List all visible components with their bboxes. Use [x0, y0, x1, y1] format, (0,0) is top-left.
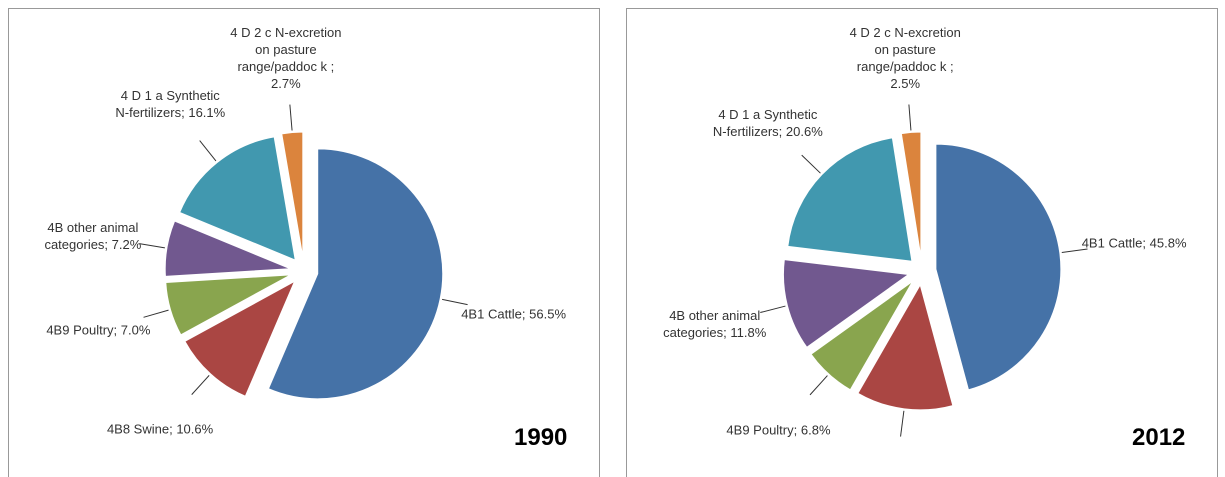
leader-line [1061, 248, 1088, 253]
data-label: 4 D 1 a Synthetic N-fertilizers; 16.1% [114, 87, 226, 121]
pie-slice [810, 280, 914, 391]
value-label: 2.7% [271, 75, 301, 91]
value-label: 45.8% [1149, 235, 1187, 251]
category-label: 4B8 Swine; [106, 421, 173, 437]
category-label: 4 D 1 a Synthetic N-fertilizers; [712, 106, 818, 139]
data-label: 4B9 Poultry; 6.8% [722, 421, 834, 438]
value-label: 20.6% [785, 123, 823, 139]
pie-slice [184, 280, 296, 397]
category-label: 4B9 Poultry; [726, 422, 798, 438]
pie-slice [281, 131, 304, 258]
value-label: 16.1% [188, 104, 226, 120]
pie-slice [164, 220, 291, 277]
data-label: 4B9 Poultry; 7.0% [42, 322, 154, 339]
value-label: 56.5% [529, 306, 567, 322]
data-label: 4 D 2 c N-excretion on pasture range/pad… [230, 24, 342, 92]
value-label: 7.2% [111, 236, 142, 252]
value-label: 7.0% [120, 322, 151, 338]
value-label: 10.6% [176, 421, 214, 437]
pie-slice [267, 148, 444, 400]
pie-slice [857, 283, 954, 411]
pie-slice [782, 259, 910, 349]
pie-slice [179, 136, 296, 261]
value-label: 11.8% [730, 325, 767, 341]
data-label: 4B8 Swine; 10.6% [104, 421, 216, 438]
leader-line [289, 104, 293, 131]
category-label: 4B1 Cattle; [461, 306, 526, 322]
leader-line [143, 309, 169, 318]
leader-line [908, 104, 912, 131]
category-label: 4 D 2 c N-excretion on pasture range/pad… [230, 24, 342, 74]
data-label: 4B8 Swine; 12.5% [839, 475, 951, 477]
chart-title: 1990 [514, 424, 568, 451]
leader-line [139, 243, 165, 249]
value-label: 2.5% [890, 75, 921, 91]
category-label: 4B other animal categories; [663, 308, 761, 341]
category-label: 4 D 2 c N-excretion on pasture range/pad… [849, 24, 961, 74]
value-label: 12.5% [911, 476, 948, 477]
leader-line [801, 154, 821, 174]
data-label: 4B1 Cattle; 45.8% [1078, 234, 1190, 251]
category-label: 4B other animal categories; [44, 219, 139, 252]
category-label: 4B1 Cattle; [1081, 235, 1147, 251]
data-label: 4B1 Cattle; 56.5% [458, 306, 570, 323]
leader-line [809, 375, 828, 396]
category-label: 4 D 1 a Synthetic N-fertilizers; [115, 87, 220, 120]
pie-slice [935, 143, 1062, 391]
chart-title: 2012 [1132, 424, 1186, 451]
data-label: 4 D 1 a Synthetic N-fertilizers; 20.6% [712, 106, 824, 140]
chart-panel: 2012 4B1 Cattle; 45.8%4B8 Swine; 12.5%4B… [626, 8, 1218, 477]
pie-chart [139, 104, 468, 400]
leader-line [900, 410, 905, 437]
pie-chart [760, 104, 1088, 437]
leader-line [442, 298, 468, 306]
leader-line [760, 305, 786, 314]
data-label: 4B other animal categories; 11.8% [659, 307, 771, 341]
pie-slice [900, 131, 922, 258]
leader-line [199, 140, 217, 162]
category-label: 4B9 Poultry; [46, 322, 118, 338]
leader-line [191, 375, 210, 395]
data-label: 4 D 2 c N-excretion on pasture range/pad… [849, 24, 961, 92]
pie-slice [165, 274, 291, 336]
chart-panel: 1990 4B1 Cattle; 56.5% 4B8 Swine; 10.6% 4B… [8, 8, 600, 477]
category-label: 4B8 Swine; [841, 476, 907, 477]
data-label: 4B other animal categories; 7.2% [37, 219, 149, 253]
pie-slice [787, 137, 913, 262]
value-label: 6.8% [800, 422, 831, 438]
